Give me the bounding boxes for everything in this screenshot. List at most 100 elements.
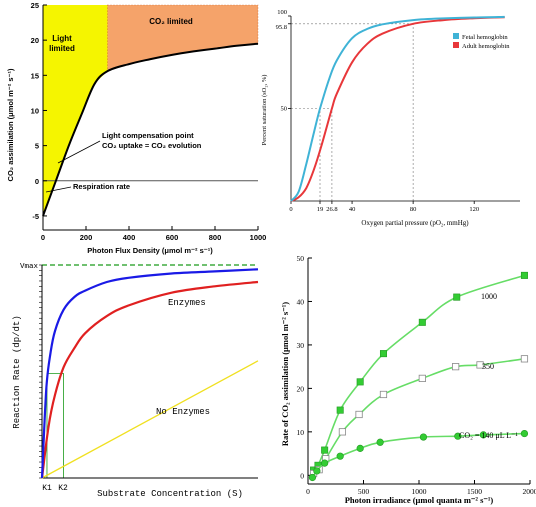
y-tick-label: 20 xyxy=(297,384,305,393)
data-point-circle xyxy=(454,432,462,440)
legend-swatch-fetal xyxy=(453,33,459,39)
data-point-open-square xyxy=(418,374,426,382)
light-limited-region xyxy=(43,5,108,216)
compensation-label-line1: Light compensation point xyxy=(102,131,194,140)
y-tick-label: 20 xyxy=(31,36,39,45)
k1-label: K1 xyxy=(42,484,52,493)
enzyme-blue-curve xyxy=(40,268,259,479)
x-tick-label: 80 xyxy=(410,206,417,213)
x-tick-label: 1500 xyxy=(467,487,482,496)
data-point-square xyxy=(520,271,528,279)
legend-label-fetal: Fetal hemoglobin xyxy=(462,34,508,41)
x-tick-label: 0 xyxy=(289,206,292,213)
data-point-circle xyxy=(336,452,344,460)
x-tick-label: 0 xyxy=(41,233,45,242)
compensation-label-line2: CO₂ uptake = CO₂ evolution xyxy=(102,141,202,150)
data-point-square xyxy=(418,318,426,326)
y-tick-label: 10 xyxy=(297,428,305,437)
tick-marks: 0 500 1000 1500 2000 0 10 20 30 40 50 xyxy=(297,254,536,496)
km-guide-lines xyxy=(46,373,64,478)
x-tick-label: 0 xyxy=(306,487,310,496)
x-tick-label: 1000 xyxy=(412,487,427,496)
data-point-circle xyxy=(479,431,487,439)
y-tick-label: 30 xyxy=(297,341,305,350)
respiration-pointer xyxy=(45,186,72,193)
data-point-open-square xyxy=(520,355,529,363)
y-tick-label: 15 xyxy=(31,71,39,80)
y-tick-label: 40 xyxy=(297,297,305,306)
y-tick-label: 100 xyxy=(277,9,287,16)
x-axis-label: Substrate Concentration (S) xyxy=(97,489,243,499)
compensation-pointer xyxy=(57,140,101,164)
data-point-circle xyxy=(520,429,529,438)
data-point-square xyxy=(379,350,387,358)
data-point-circle xyxy=(376,438,384,446)
y-axis-label: Reaction Rate (dp/dt) xyxy=(12,315,22,428)
k2-label: K2 xyxy=(58,484,68,493)
x-tick-label: 120 xyxy=(469,206,479,213)
tick-marks xyxy=(39,264,42,479)
co2-limited-region xyxy=(107,4,259,72)
data-point-square xyxy=(336,406,344,414)
x-tick-label: 600 xyxy=(166,233,179,242)
x-axis-label: Photon irradiance (μmol quanta m⁻² s⁻¹) xyxy=(345,495,494,505)
fit-curve xyxy=(312,274,525,471)
data-point-open-square xyxy=(476,361,484,369)
data-point-circle xyxy=(356,444,364,452)
reference-lines xyxy=(291,20,414,201)
co2-assimilation-chart: 0 500 1000 1500 2000 0 10 20 30 40 50 1000 350 CO₂… xyxy=(280,254,536,505)
y-tick-label: 0 xyxy=(300,471,304,480)
y-tick-label: 95.8 xyxy=(276,24,287,31)
x-tick-label: 800 xyxy=(209,233,222,242)
data-point-circle xyxy=(308,473,317,482)
x-tick-label: 19 xyxy=(317,206,324,213)
y-tick-label: -5 xyxy=(32,212,39,221)
data-series xyxy=(308,271,529,482)
series-label-140: CO₂ = 140 μL L⁻¹ xyxy=(459,431,518,440)
no-enzymes-label: No Enzymes xyxy=(156,407,210,417)
co2-limited-label: CO₂ limited xyxy=(149,17,193,26)
data-point-square xyxy=(321,446,329,454)
data-point-open-square xyxy=(338,428,347,436)
y-tick-label: 50 xyxy=(297,254,305,263)
adult-hemoglobin-curve xyxy=(290,16,505,202)
enzymes-label: Enzymes xyxy=(168,298,206,308)
data-point-square xyxy=(356,378,364,386)
x-tick-label: 400 xyxy=(123,233,136,242)
x-tick-label: 40 xyxy=(349,206,356,213)
enzyme-kinetics-chart: Vmax Enzymes No Enzymes K1 K2 Substrate … xyxy=(12,263,259,499)
x-tick-label: 26.8 xyxy=(326,206,337,213)
y-axis-label: Percent saturation (sO₂, %) xyxy=(261,75,268,146)
data-point-square xyxy=(453,293,461,301)
x-tick-label: 500 xyxy=(358,487,370,496)
tick-marks: 0 19 26.8 40 80 120 50 95.8 100 xyxy=(276,9,479,213)
y-tick-label: 5 xyxy=(35,142,39,151)
photosynthesis-light-chart: 0 200 400 600 800 1000 -5 0 5 10 15 20 25 Light limi… xyxy=(6,1,266,255)
vmax-label: Vmax xyxy=(20,263,39,271)
series-label-1000: 1000 xyxy=(481,292,497,301)
x-axis-label: Photon Flux Density (μmol m⁻² s⁻¹) xyxy=(87,246,213,255)
light-limited-label-line2: limited xyxy=(49,44,75,53)
series-label-350: 350 xyxy=(482,362,494,371)
x-axis-label: Oxygen partial pressure (pO₂, mmHg) xyxy=(361,219,469,227)
data-point-open-square xyxy=(379,390,388,399)
fit-curve xyxy=(311,432,525,478)
data-point-circle xyxy=(321,459,329,467)
y-axis-label: CO₂ assimilation (μmol m⁻² s⁻¹) xyxy=(6,68,15,181)
x-tick-label: 1000 xyxy=(250,233,267,242)
y-tick-label: 0 xyxy=(35,177,39,186)
assimilation-curve xyxy=(42,42,259,217)
light-limited-label-line1: Light xyxy=(52,34,72,43)
legend-swatch-adult xyxy=(453,42,459,48)
respiration-label: Respiration rate xyxy=(73,182,130,191)
fetal-hemoglobin-curve xyxy=(290,15,505,202)
y-tick-label: 25 xyxy=(31,1,39,10)
x-tick-label: 2000 xyxy=(523,487,536,496)
no-enzyme-line xyxy=(41,360,259,479)
data-point-circle xyxy=(313,467,321,475)
enzyme-red-curve xyxy=(40,280,259,479)
y-tick-label: 10 xyxy=(31,106,39,115)
legend-label-adult: Adult hemoglobin xyxy=(462,43,510,50)
y-axis-label: Rate of CO₂ assimilation (μmol m⁻² s⁻¹) xyxy=(280,302,290,446)
